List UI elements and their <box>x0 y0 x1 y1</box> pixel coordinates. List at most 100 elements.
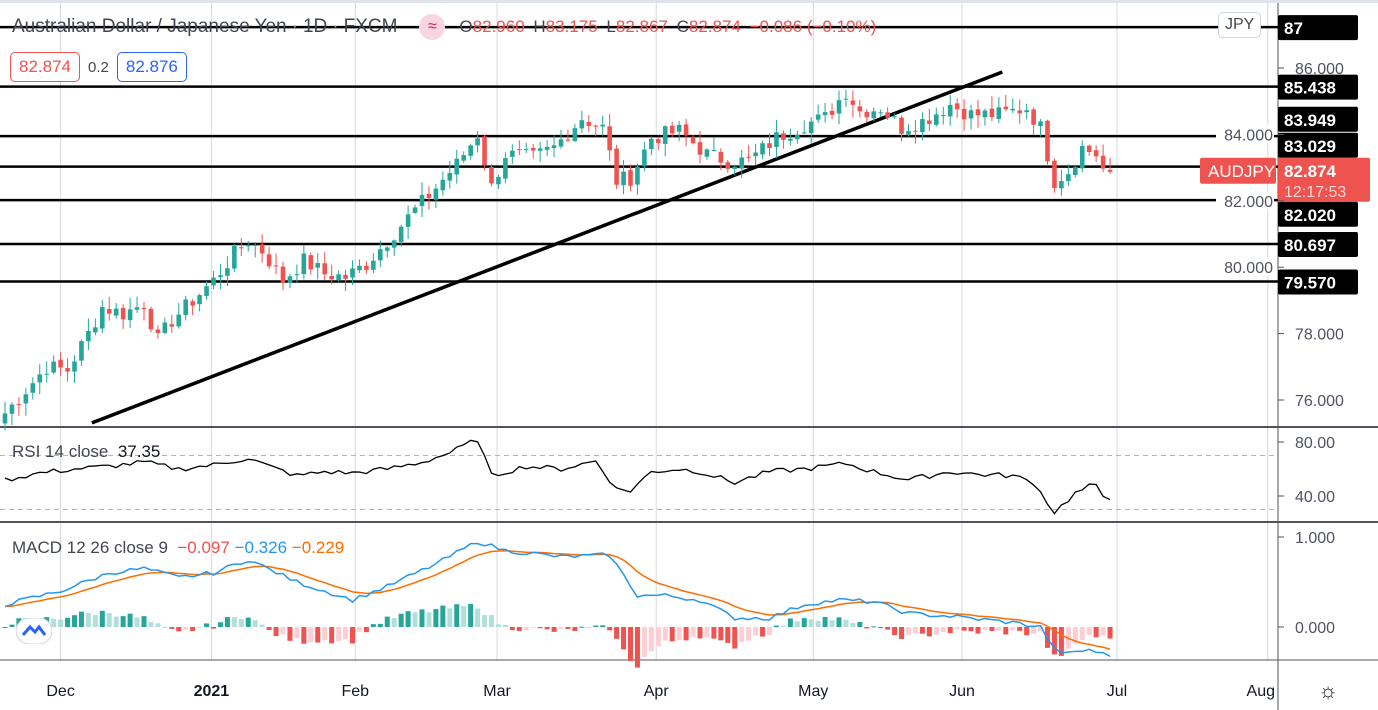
macd-histogram-bar <box>676 627 682 641</box>
macd-histogram-bar <box>1024 627 1030 636</box>
macd-histogram-bar <box>822 617 828 627</box>
candle-body <box>614 148 619 185</box>
candle-body <box>593 125 599 127</box>
macd-histogram-bar <box>1086 627 1092 635</box>
macd-histogram-bar <box>273 627 279 637</box>
macd-histogram-bar <box>350 627 355 644</box>
candle-body <box>843 98 849 100</box>
macd-histogram-bar <box>1058 627 1064 656</box>
low-value: 82.867 <box>615 17 668 36</box>
candle-body <box>405 214 411 227</box>
macd-histogram-bar <box>1031 627 1037 634</box>
macd-histogram-bar <box>586 626 592 628</box>
candle-body <box>1100 155 1106 169</box>
macd-histogram-bar <box>127 613 133 627</box>
macd-histogram-bar <box>224 617 230 627</box>
macd-signal-value: −0.229 <box>291 538 345 557</box>
macd-histogram-bar <box>725 627 731 643</box>
macd-histogram-bar <box>294 627 300 639</box>
candle-body <box>579 120 585 129</box>
macd-histogram-bar <box>648 627 654 652</box>
candle-body <box>822 112 828 116</box>
sell-button[interactable]: 82.874 <box>10 52 80 82</box>
buy-button[interactable]: 82.876 <box>116 52 187 82</box>
macd-legend[interactable]: MACD 12 26 close 9 −0.097 −0.326 −0.229 <box>12 538 345 557</box>
macd-histogram-bar <box>1010 627 1016 631</box>
settings-gear-icon[interactable]: ☼ <box>1318 678 1339 703</box>
macd-histogram-bar <box>530 627 536 628</box>
candle-body <box>544 146 550 150</box>
candle-body <box>1059 181 1064 189</box>
candle-body <box>649 138 654 150</box>
macd-histogram-bar <box>968 627 974 632</box>
top-border <box>0 0 1378 3</box>
time-tick-label: Dec <box>46 683 74 700</box>
tradingview-logo-icon[interactable] <box>16 618 52 644</box>
macd-histogram-bar <box>183 627 189 630</box>
candle-body <box>975 109 981 116</box>
level-label: 83.949 <box>1284 111 1336 130</box>
macd-histogram-bar <box>495 624 501 627</box>
macd-histogram-bar <box>940 627 946 633</box>
candle-body <box>169 324 175 327</box>
macd-histogram-bar <box>78 611 84 627</box>
macd-histogram-bar <box>419 609 425 627</box>
candle-body <box>683 124 689 136</box>
candle-body <box>530 147 536 151</box>
candle-body <box>127 309 133 321</box>
price-tick-label-bg <box>1216 125 1274 144</box>
macd-histogram-bar <box>141 616 147 627</box>
candle-body <box>496 177 501 185</box>
candle-body <box>225 268 230 276</box>
macd-histogram-bar <box>1093 627 1099 638</box>
price-tick-label-bg <box>1216 258 1274 277</box>
candle-body <box>1107 170 1113 172</box>
candle-body <box>982 110 988 118</box>
currency-badge[interactable]: JPY <box>1218 12 1262 38</box>
macd-histogram-bar <box>753 627 759 636</box>
macd-histogram-bar <box>558 627 564 629</box>
macd-histogram-bar <box>711 627 717 639</box>
candle-body <box>23 394 29 404</box>
macd-histogram-bar <box>72 615 77 627</box>
macd-histogram-bar <box>912 627 918 634</box>
macd-histogram-bar <box>190 627 196 631</box>
macd-histogram-bar <box>746 627 752 641</box>
macd-value: −0.326 <box>234 538 288 557</box>
macd-line <box>4 542 1111 657</box>
macd-histogram-bar <box>468 603 474 627</box>
macd-histogram-bar <box>878 627 884 628</box>
candle-body <box>697 142 703 155</box>
macd-histogram-bar <box>1051 627 1057 655</box>
candle-body <box>371 260 376 270</box>
macd-histogram-bar <box>780 625 786 627</box>
candle-body <box>100 307 105 329</box>
time-tick-label: Mar <box>483 683 511 700</box>
macd-histogram-bar <box>1045 627 1050 648</box>
macd-histogram-bar <box>377 623 383 627</box>
macd-histogram-bar <box>509 627 515 631</box>
macd-histogram-bar <box>634 627 640 668</box>
macd-histogram-bar <box>773 625 779 627</box>
macd-histogram-bar <box>815 620 821 627</box>
level-label: 87 <box>1284 19 1303 38</box>
rsi-line <box>4 439 1111 515</box>
candle-body <box>419 194 425 207</box>
candle-body <box>808 121 814 134</box>
price-tick-label: 86.000 <box>1295 61 1344 78</box>
candle-body <box>9 404 15 414</box>
interval[interactable]: 1D <box>302 16 328 37</box>
macd-hist-value: −0.097 <box>177 538 230 557</box>
rsi-legend[interactable]: RSI 14 close 37.35 <box>12 442 161 461</box>
level-label-bg <box>1278 106 1358 132</box>
macd-tick-label: 1.000 <box>1295 530 1335 547</box>
macd-histogram-bar <box>287 627 293 641</box>
symbol-title[interactable]: Australian Dollar / Japanese Yen <box>12 16 287 37</box>
trade-buttons: 82.874 0.2 82.876 <box>10 52 187 82</box>
candle-body <box>65 367 70 372</box>
macd-histogram-bar <box>718 627 724 641</box>
candle-body <box>503 158 508 179</box>
approx-icon[interactable]: ≈ <box>419 14 446 40</box>
candle-body <box>551 145 557 148</box>
